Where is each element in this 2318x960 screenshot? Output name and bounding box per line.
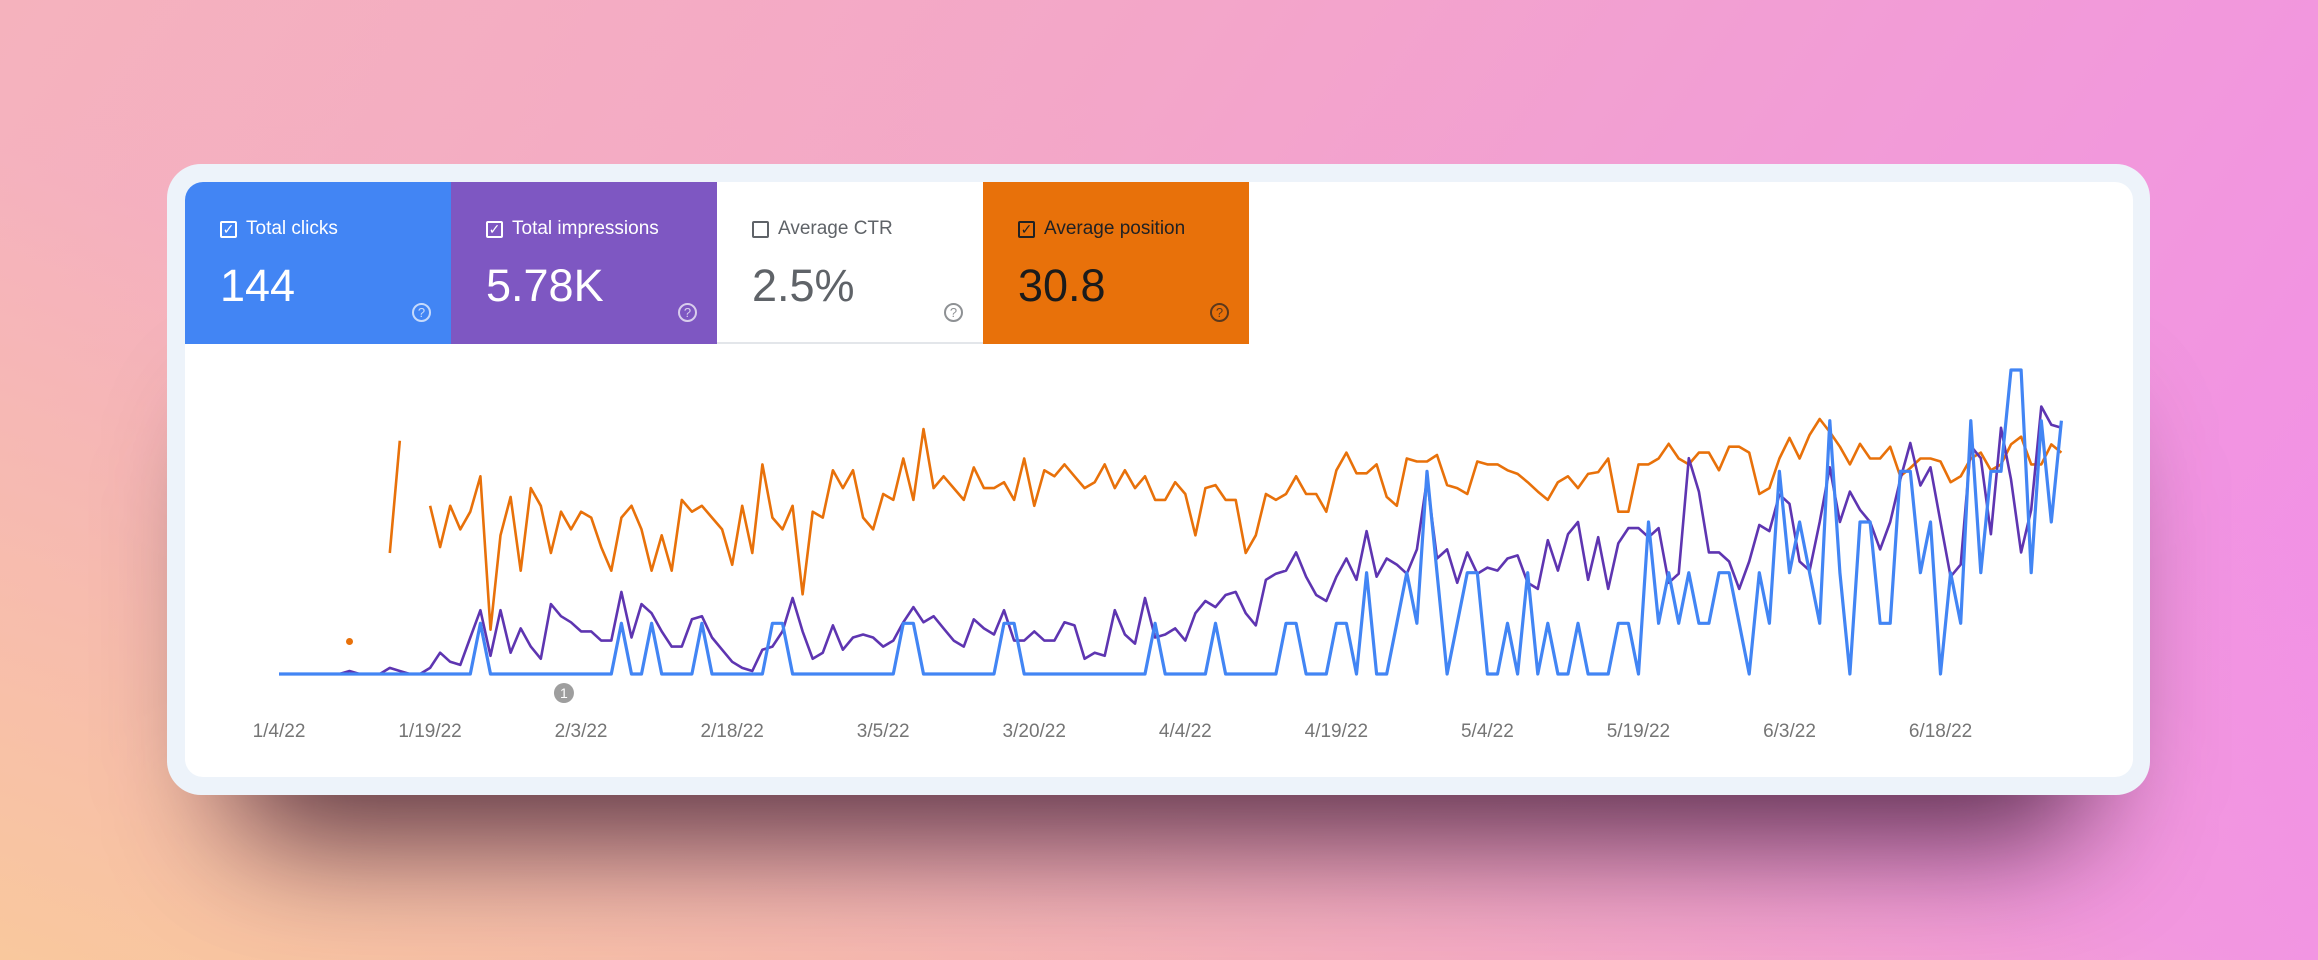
metric-tile-total-impressions[interactable]: ✓ Total impressions 5.78K ? bbox=[451, 182, 717, 344]
metric-tiles: ✓ Total clicks 144 ? ✓ Total impressions 5… bbox=[185, 182, 1249, 344]
x-tick-label: 1/19/22 bbox=[398, 721, 461, 742]
metric-tile-average-position[interactable]: ✓ Average position 30.8 ? bbox=[983, 182, 1249, 344]
x-tick-label: 5/4/22 bbox=[1461, 721, 1514, 742]
series-total-clicks bbox=[279, 368, 2063, 676]
series-line-segment bbox=[279, 405, 2062, 676]
help-icon[interactable]: ? bbox=[944, 303, 963, 322]
checkbox-checked-icon[interactable]: ✓ bbox=[220, 220, 237, 238]
series-line-segment bbox=[388, 440, 402, 554]
x-tick-label: 6/18/22 bbox=[1909, 721, 1972, 742]
metric-value: 144 bbox=[220, 260, 296, 311]
performance-panel: ✓ Total clicks 144 ? ✓ Total impressions 5… bbox=[185, 182, 2133, 777]
data-point bbox=[346, 638, 353, 645]
x-tick-label: 3/20/22 bbox=[1003, 721, 1066, 742]
annotation-marker[interactable]: 1 bbox=[553, 683, 574, 703]
annotation-circle[interactable] bbox=[553, 683, 574, 703]
metric-label: Total clicks bbox=[246, 218, 338, 239]
x-tick-label: 4/4/22 bbox=[1159, 721, 1212, 742]
metric-label: Average CTR bbox=[778, 218, 893, 239]
performance-card: ✓ Total clicks 144 ? ✓ Total impressions 5… bbox=[167, 164, 2150, 795]
x-tick-label: 2/3/22 bbox=[555, 721, 608, 742]
x-tick-label: 2/18/22 bbox=[700, 721, 763, 742]
help-icon[interactable]: ? bbox=[412, 303, 431, 322]
checkbox-checked-icon[interactable]: ✓ bbox=[1018, 220, 1035, 238]
metric-value: 2.5% bbox=[752, 260, 855, 311]
series-line-segment bbox=[428, 417, 2063, 632]
series-average-position bbox=[346, 417, 2063, 645]
metric-label: Total impressions bbox=[512, 218, 659, 239]
x-tick-label: 3/5/22 bbox=[857, 721, 910, 742]
help-icon[interactable]: ? bbox=[678, 303, 697, 322]
series-total-impressions bbox=[279, 405, 2062, 676]
checkbox-unchecked-icon[interactable] bbox=[752, 220, 769, 238]
series-line-segment bbox=[279, 368, 2063, 676]
metric-tile-average-ctr[interactable]: Average CTR 2.5% ? bbox=[717, 182, 983, 344]
checkbox-checked-icon[interactable]: ✓ bbox=[486, 220, 503, 238]
help-icon[interactable]: ? bbox=[1210, 303, 1229, 322]
metric-value: 5.78K bbox=[486, 260, 604, 311]
metric-tile-total-clicks[interactable]: ✓ Total clicks 144 ? bbox=[185, 182, 451, 344]
metric-label: Average position bbox=[1044, 218, 1186, 239]
x-tick-label: 5/19/22 bbox=[1607, 721, 1670, 742]
metric-value: 30.8 bbox=[1018, 260, 1106, 311]
x-tick-label: 6/3/22 bbox=[1763, 721, 1816, 742]
x-tick-label: 1/4/22 bbox=[253, 721, 306, 742]
annotation-label: 1 bbox=[560, 685, 568, 701]
x-tick-label: 4/19/22 bbox=[1305, 721, 1368, 742]
